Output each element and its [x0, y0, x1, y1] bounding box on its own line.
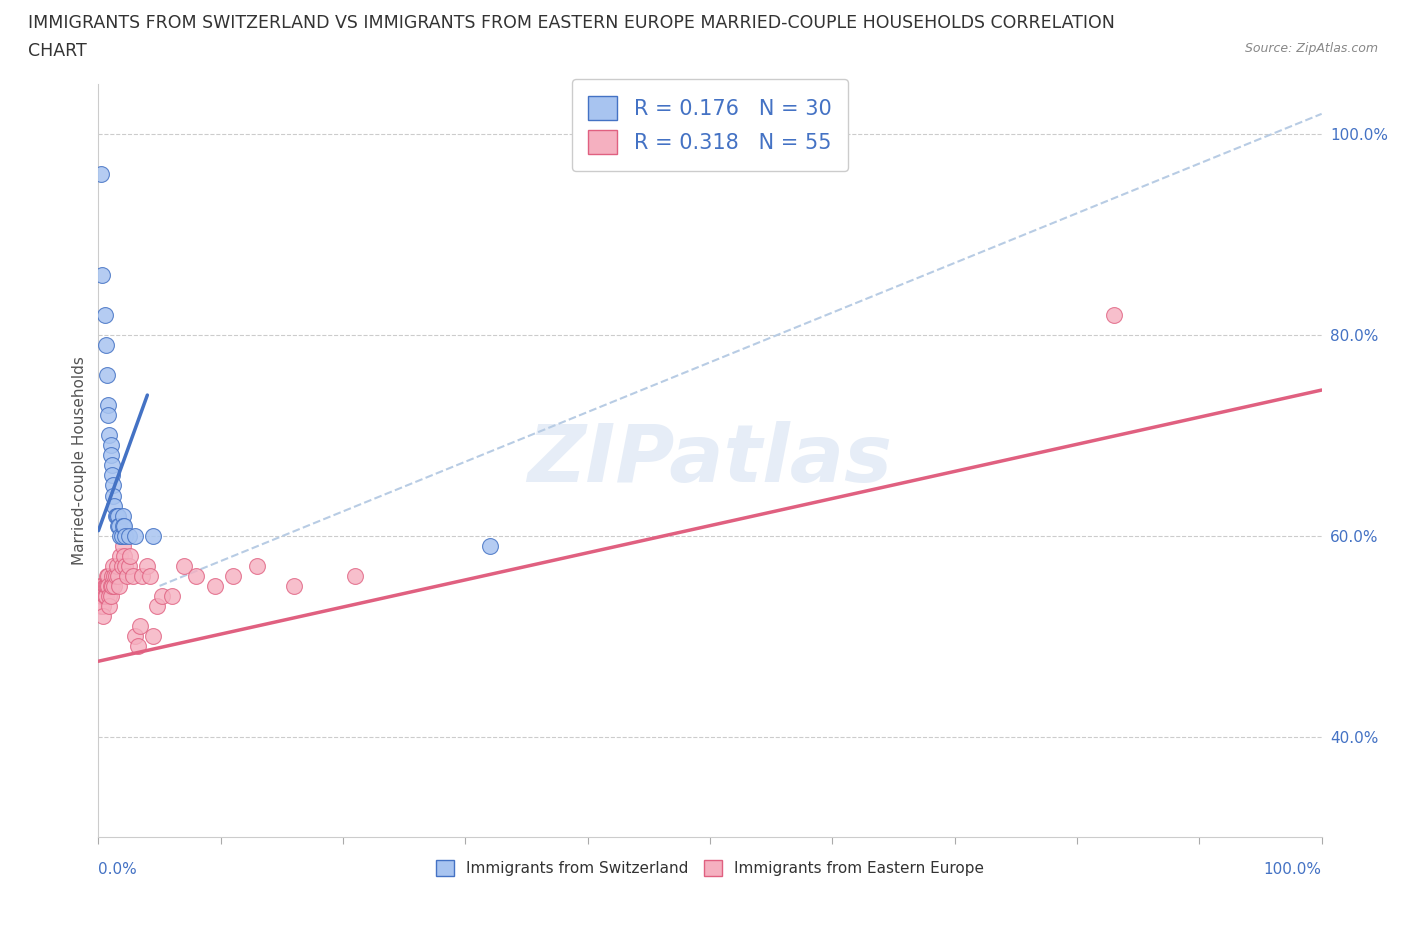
- Point: [96, 568, 118, 583]
- Point: [104, 568, 127, 583]
- Point: [90, 589, 112, 604]
- Point: [98, 589, 121, 604]
- Point: [114, 528, 136, 543]
- Point: [101, 488, 124, 503]
- Point: [91, 608, 114, 623]
- Point: [100, 578, 122, 593]
- Point: [1102, 307, 1125, 322]
- Point: [478, 538, 501, 553]
- Point: [96, 367, 118, 382]
- Point: [101, 558, 124, 573]
- Point: [173, 558, 195, 573]
- Point: [118, 528, 141, 543]
- Point: [129, 618, 152, 633]
- Point: [96, 578, 118, 593]
- Point: [124, 528, 146, 543]
- Point: [103, 498, 125, 513]
- Text: IMMIGRANTS FROM SWITZERLAND VS IMMIGRANTS FROM EASTERN EUROPE MARRIED-COUPLE HOU: IMMIGRANTS FROM SWITZERLAND VS IMMIGRANT…: [28, 14, 1115, 32]
- Point: [94, 338, 117, 352]
- Point: [146, 599, 169, 614]
- Point: [101, 568, 124, 583]
- Point: [98, 599, 121, 614]
- Point: [111, 528, 134, 543]
- Point: [344, 568, 367, 583]
- Point: [150, 589, 173, 604]
- Point: [90, 166, 112, 181]
- Point: [120, 549, 142, 564]
- Point: [89, 578, 111, 593]
- Point: [93, 307, 115, 322]
- Point: [115, 568, 138, 583]
- Point: [104, 508, 127, 523]
- Point: [94, 578, 117, 593]
- Point: [94, 589, 117, 604]
- Point: [101, 478, 124, 493]
- Text: CHART: CHART: [28, 42, 87, 60]
- Point: [100, 589, 122, 604]
- Point: [107, 518, 129, 533]
- Point: [93, 578, 115, 593]
- Point: [108, 578, 131, 593]
- Point: [131, 568, 153, 583]
- Point: [97, 407, 120, 422]
- Point: [110, 528, 132, 543]
- Point: [101, 468, 124, 483]
- Point: [246, 558, 269, 573]
- Point: [127, 639, 149, 654]
- Point: [91, 599, 114, 614]
- Point: [110, 549, 132, 564]
- Point: [91, 578, 114, 593]
- Point: [97, 568, 120, 583]
- Point: [142, 528, 165, 543]
- Point: [142, 629, 165, 644]
- Point: [105, 508, 128, 523]
- Point: [118, 558, 141, 573]
- Point: [103, 578, 125, 593]
- Point: [108, 518, 131, 533]
- Point: [98, 428, 121, 443]
- Point: [124, 629, 146, 644]
- Point: [101, 578, 124, 593]
- Point: [97, 578, 120, 593]
- Point: [91, 589, 114, 604]
- Y-axis label: Married-couple Households: Married-couple Households: [72, 356, 87, 565]
- Text: 0.0%: 0.0%: [98, 862, 138, 877]
- Point: [91, 267, 114, 282]
- Point: [103, 568, 125, 583]
- Point: [111, 538, 134, 553]
- Point: [97, 398, 120, 413]
- Point: [107, 568, 129, 583]
- Text: ZIPatlas: ZIPatlas: [527, 421, 893, 499]
- Point: [105, 558, 128, 573]
- Point: [107, 508, 129, 523]
- Point: [283, 578, 305, 593]
- Point: [121, 568, 143, 583]
- Point: [111, 558, 134, 573]
- Point: [114, 558, 136, 573]
- Text: Source: ZipAtlas.com: Source: ZipAtlas.com: [1244, 42, 1378, 55]
- Point: [112, 549, 135, 564]
- Legend: R = 0.176   N = 30, R = 0.318   N = 55: R = 0.176 N = 30, R = 0.318 N = 55: [572, 79, 848, 171]
- Point: [160, 589, 183, 604]
- Point: [101, 458, 124, 472]
- Point: [139, 568, 162, 583]
- Point: [204, 578, 226, 593]
- Point: [136, 558, 159, 573]
- Point: [111, 518, 134, 533]
- Point: [90, 599, 112, 614]
- Text: 100.0%: 100.0%: [1264, 862, 1322, 877]
- Point: [186, 568, 208, 583]
- Point: [112, 518, 135, 533]
- Point: [100, 438, 122, 453]
- Point: [93, 589, 115, 604]
- Point: [100, 448, 122, 463]
- Point: [111, 508, 134, 523]
- Point: [222, 568, 245, 583]
